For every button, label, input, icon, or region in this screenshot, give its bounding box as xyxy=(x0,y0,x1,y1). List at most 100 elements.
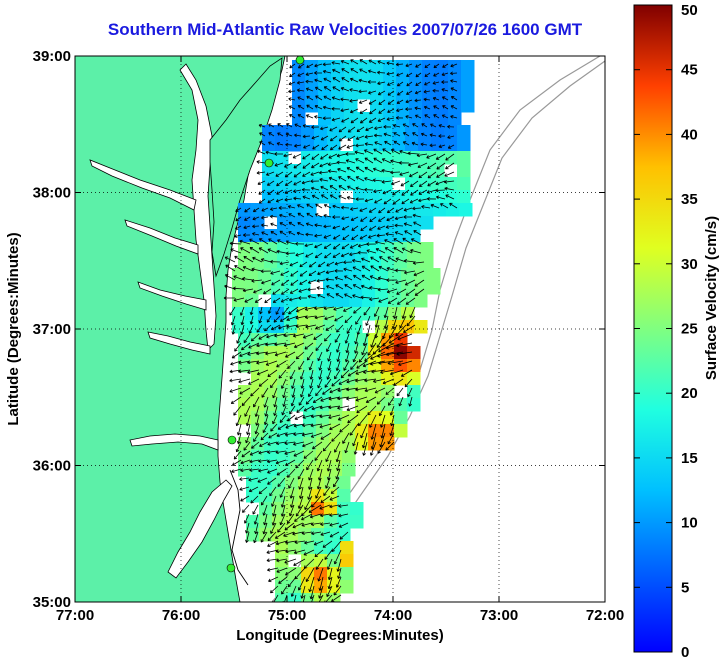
velocity-arrow xyxy=(284,450,296,456)
velocity-cell xyxy=(349,307,363,321)
velocity-arrow xyxy=(314,223,323,228)
velocity-arrow xyxy=(401,198,410,205)
velocity-arrow xyxy=(302,423,314,428)
velocity-arrow xyxy=(248,342,260,349)
velocity-arrow xyxy=(239,477,250,481)
velocity-arrow xyxy=(340,108,350,113)
velocity-arrow xyxy=(289,63,296,69)
velocity-arrow xyxy=(265,360,278,366)
velocity-arrow xyxy=(382,378,395,385)
velocity-arrow xyxy=(350,360,359,370)
velocity-arrow xyxy=(275,549,288,554)
velocity-arrow xyxy=(390,159,401,164)
velocity-arrow xyxy=(352,432,359,447)
velocity-arrow xyxy=(289,486,295,499)
velocity-arrow xyxy=(315,558,324,570)
velocity-arrow xyxy=(413,230,422,236)
velocity-cell xyxy=(275,177,289,191)
velocity-cell xyxy=(407,346,421,360)
velocity-arrow xyxy=(337,405,350,410)
velocity-arrow xyxy=(441,96,449,101)
velocity-arrow xyxy=(242,504,250,513)
velocity-arrow xyxy=(310,414,323,419)
velocity-arrow xyxy=(449,202,458,209)
velocity-cell xyxy=(355,203,369,217)
velocity-arrow xyxy=(424,63,431,68)
velocity-cell xyxy=(329,372,343,386)
velocity-arrow xyxy=(346,405,359,412)
velocity-arrow xyxy=(329,387,341,394)
velocity-arrow xyxy=(252,216,260,221)
velocity-arrow xyxy=(370,441,377,456)
velocity-cell xyxy=(272,502,286,516)
velocity-arrow xyxy=(365,126,374,132)
velocity-cell xyxy=(311,515,325,529)
velocity-arrow xyxy=(323,95,332,101)
velocity-arrow xyxy=(347,175,356,182)
velocity-arrow xyxy=(341,243,350,250)
velocity-arrow xyxy=(266,558,279,563)
y-tick-label: 36:00 xyxy=(33,458,71,475)
velocity-arrow xyxy=(234,342,242,352)
velocity-arrow xyxy=(365,396,377,403)
velocity-arrow xyxy=(343,260,353,265)
velocity-arrow xyxy=(356,126,365,132)
velocity-arrow xyxy=(324,252,332,259)
velocity-arrow xyxy=(378,405,386,417)
velocity-arrow xyxy=(413,221,422,227)
velocity-arrow xyxy=(323,306,335,311)
velocity-arrow xyxy=(355,315,362,325)
velocity-arrow xyxy=(309,585,315,600)
velocity-arrow xyxy=(305,114,314,119)
velocity-arrow xyxy=(399,149,410,155)
velocity-arrow xyxy=(396,387,404,397)
velocity-arrow xyxy=(359,68,368,74)
velocity-arrow xyxy=(323,243,332,249)
velocity-arrow xyxy=(359,234,368,240)
velocity-arrow xyxy=(261,231,269,236)
velocity-cell xyxy=(368,216,382,230)
velocity-arrow xyxy=(383,198,392,205)
velocity-arrow xyxy=(285,540,297,545)
velocity-arrow xyxy=(381,158,392,164)
velocity-cell xyxy=(316,333,330,347)
velocity-arrow xyxy=(329,513,340,517)
velocity-arrow xyxy=(414,98,422,103)
velocity-cell xyxy=(264,229,278,243)
velocity-arrow xyxy=(311,125,320,130)
velocity-arrow xyxy=(234,234,242,238)
colorbar-tick-label: 50 xyxy=(681,2,698,19)
velocity-arrow xyxy=(343,360,350,371)
velocity-arrow xyxy=(305,79,314,84)
velocity-cell xyxy=(370,112,384,126)
velocity-arrow xyxy=(414,288,425,296)
velocity-cell xyxy=(290,242,304,256)
velocity-arrow xyxy=(292,153,302,159)
velocity-arrow xyxy=(293,196,302,201)
velocity-arrow xyxy=(338,126,347,133)
velocity-arrow xyxy=(261,223,269,228)
velocity-arrow xyxy=(355,378,368,383)
velocity-arrow xyxy=(239,306,245,316)
velocity-arrow xyxy=(435,188,446,193)
velocity-cell xyxy=(357,86,371,100)
velocity-arrow xyxy=(369,414,377,428)
velocity-cell xyxy=(355,229,369,243)
velocity-arrow xyxy=(302,124,311,128)
velocity-cell xyxy=(409,112,423,126)
velocity-arrow xyxy=(279,414,287,423)
velocity-arrow xyxy=(319,177,329,182)
velocity-arrow xyxy=(242,233,251,237)
velocity-arrow xyxy=(328,414,341,420)
velocity-cell xyxy=(303,203,317,217)
velocity-arrow xyxy=(358,78,368,83)
velocity-arrow xyxy=(318,576,324,591)
velocity-arrow xyxy=(361,265,371,272)
velocity-arrow xyxy=(289,297,299,302)
velocity-arrow xyxy=(265,171,275,176)
velocity-cell xyxy=(405,138,419,152)
velocity-arrow xyxy=(320,432,332,440)
velocity-arrow xyxy=(326,342,332,352)
velocity-cell xyxy=(318,112,332,126)
velocity-arrow xyxy=(284,162,293,168)
